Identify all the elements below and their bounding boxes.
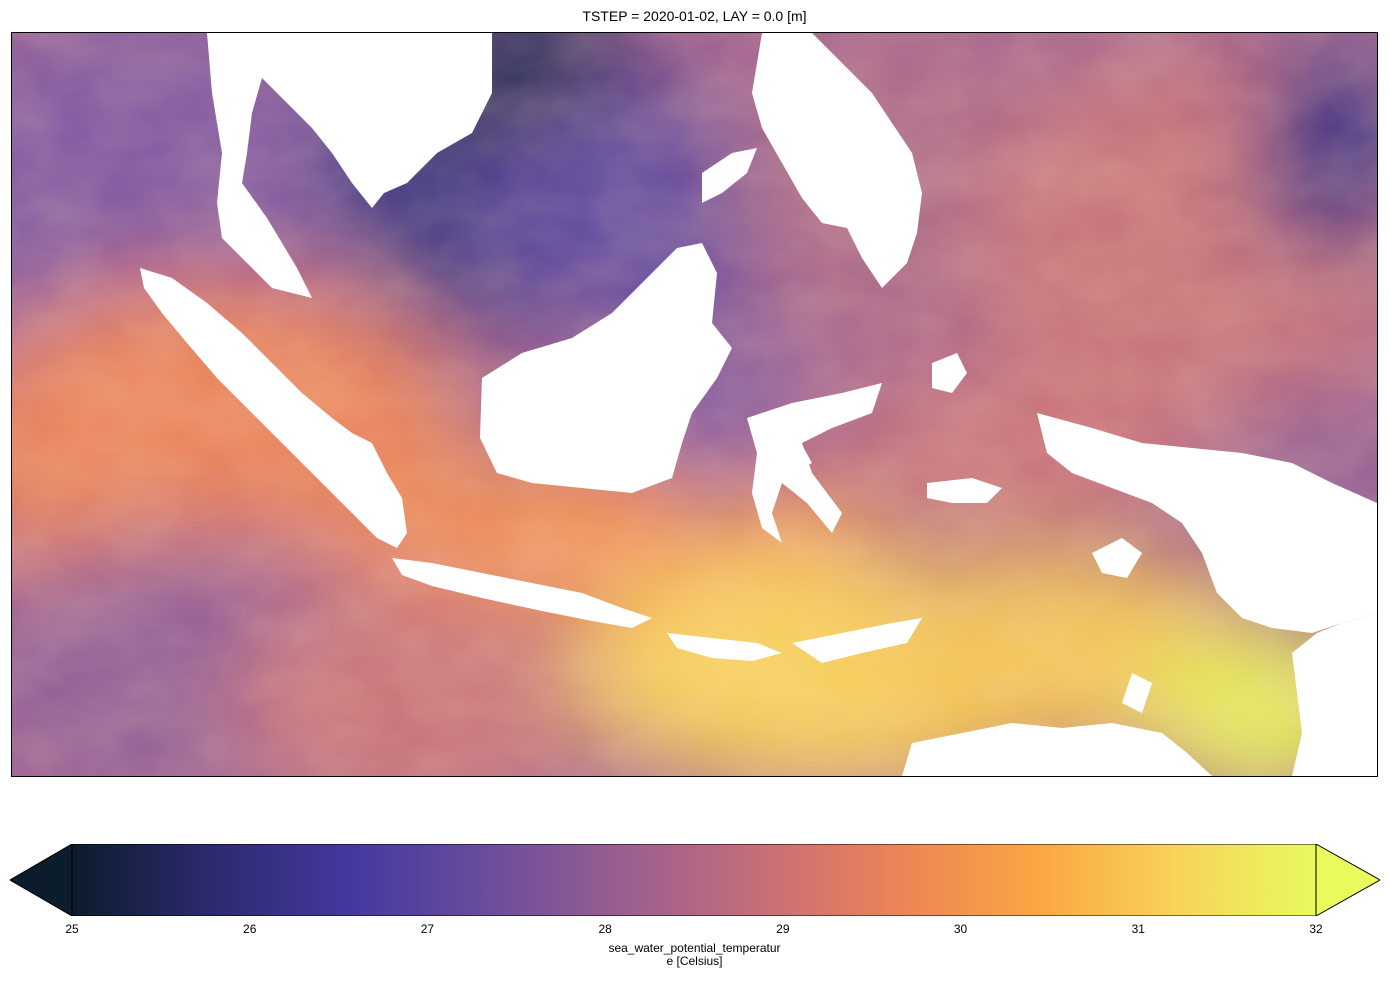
colorbar-body <box>71 844 1317 916</box>
colorbar <box>10 844 1380 916</box>
colorbar-label-line2: e [Celsius] <box>666 954 723 968</box>
colorbar-tick-label: 29 <box>776 922 790 936</box>
sst-map <box>11 32 1378 777</box>
colorbar-tick-label: 31 <box>1131 922 1145 936</box>
plot-title: TSTEP = 2020-01-02, LAY = 0.0 [m] <box>582 8 807 24</box>
colorbar-tick-label: 25 <box>65 922 79 936</box>
colorbar-label-line1: sea_water_potential_temperatur <box>608 941 781 955</box>
colorbar-tick-label: 27 <box>420 922 435 936</box>
colorbar-label: sea_water_potential_temperatur e [Celsiu… <box>0 942 1389 968</box>
land-masses <box>140 33 1377 776</box>
colorbar-tick-label: 30 <box>953 922 968 936</box>
colorbar-extend-low <box>10 844 73 916</box>
colorbar-tick-label: 26 <box>243 922 257 936</box>
colorbar-tick-label: 28 <box>598 922 612 936</box>
colorbar-extend-high <box>1315 844 1380 916</box>
colorbar-tick-label: 32 <box>1309 922 1323 936</box>
